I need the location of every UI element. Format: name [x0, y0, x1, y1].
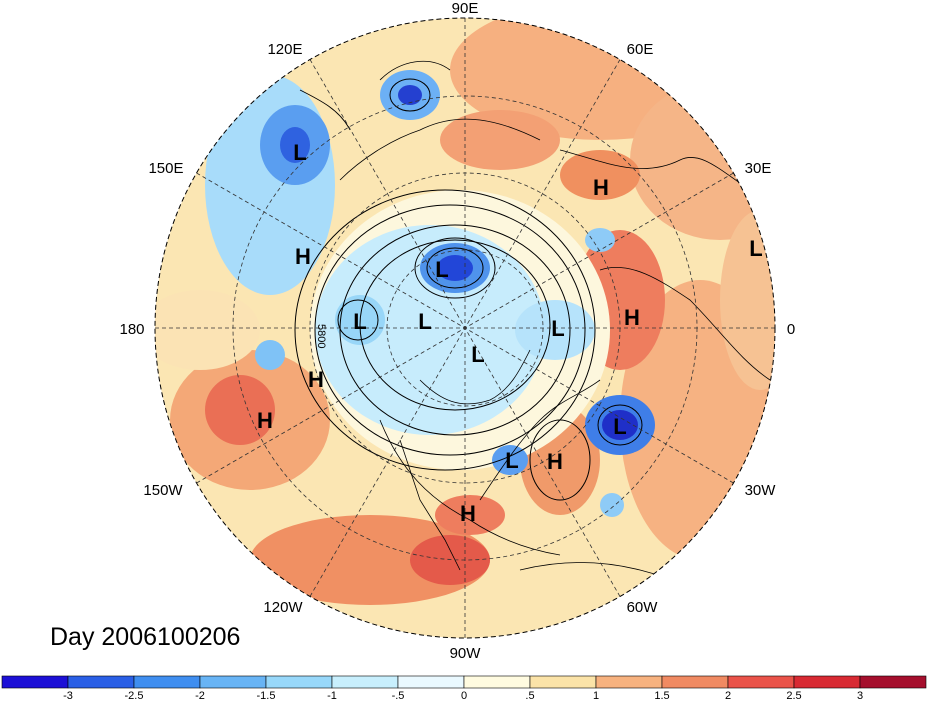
colorbar-tick-label: 3	[857, 690, 863, 702]
colorbar-swatch	[133, 675, 201, 689]
colorbar-tick-label: -1.5	[257, 690, 276, 702]
pressure-centers: L H L H L L L L L H H L H L H H H	[257, 140, 763, 526]
pressure-center-low: L	[471, 342, 484, 367]
colorbar-tick-label: -2	[195, 690, 205, 702]
lon-label-150e: 150E	[148, 160, 183, 177]
pressure-center-high: H	[593, 175, 609, 200]
longitude-labels: 90E 60E 30E 0 30W 60W 90W 120W 150W 180 …	[119, 0, 795, 662]
colorbar-swatch	[661, 675, 729, 689]
contour-label: 5800	[315, 324, 327, 348]
graticule	[155, 18, 775, 638]
colorbar-tick-label: -.5	[392, 690, 405, 702]
colorbar-swatch	[265, 675, 333, 689]
colorbar-tick-label: -1	[327, 690, 337, 702]
lon-label-180: 180	[119, 321, 144, 338]
anomaly-shading	[155, 18, 775, 605]
colorbar-swatch	[463, 675, 531, 689]
lon-label-30e: 30E	[745, 160, 772, 177]
map-title: Day 2006100206	[50, 623, 240, 651]
pressure-center-low: L	[435, 257, 448, 282]
pressure-center-high: H	[624, 305, 640, 330]
colorbar-tick-label: -3	[63, 690, 73, 702]
pressure-center-low: L	[749, 236, 762, 261]
pressure-center-high: H	[460, 501, 476, 526]
colorbar-swatch	[595, 675, 663, 689]
height-contours	[294, 78, 643, 501]
lon-label-90w: 90W	[450, 645, 482, 662]
colorbar-tick-label: -2.5	[125, 690, 144, 702]
lon-label-150w: 150W	[143, 482, 183, 499]
pressure-center-low: L	[551, 316, 564, 341]
pressure-center-high: H	[308, 367, 324, 392]
lon-label-120e: 120E	[267, 41, 302, 58]
lon-label-90e: 90E	[452, 0, 479, 17]
lon-label-120w: 120W	[263, 599, 303, 616]
lon-label-0: 0	[787, 321, 795, 338]
colorbar-swatch	[727, 675, 795, 689]
colorbar-tick-label: 2	[725, 690, 731, 702]
colorbar-tick-label: 2.5	[786, 690, 801, 702]
pressure-center-low: L	[418, 309, 431, 334]
colorbar-tick-label: 1.5	[654, 690, 669, 702]
colorbar-swatch	[67, 675, 135, 689]
pressure-center-high: H	[547, 449, 563, 474]
colorbar-tick-label: 0	[461, 690, 467, 702]
colorbar-swatch	[793, 675, 861, 689]
lon-label-30w: 30W	[745, 482, 777, 499]
colorbar-swatch	[331, 675, 399, 689]
map-disc	[154, 17, 776, 639]
colorbar-swatch	[199, 675, 267, 689]
colorbar: -3 -2.5 -2 -1.5 -1 -.5 0 .5 1 1.5 2 2.5 3	[1, 675, 927, 702]
pressure-center-low: L	[353, 309, 366, 334]
colorbar-swatch	[529, 675, 597, 689]
colorbar-tick-label: 1	[593, 690, 599, 702]
pressure-center-low: L	[613, 414, 626, 439]
colorbar-swatch	[1, 675, 69, 689]
map-boundary	[154, 17, 776, 639]
colorbar-swatch	[859, 675, 927, 689]
coastlines	[299, 60, 771, 621]
lon-label-60e: 60E	[627, 41, 654, 58]
colorbar-tick-label: .5	[525, 690, 534, 702]
lon-label-60w: 60W	[627, 599, 659, 616]
colorbar-swatch	[397, 675, 465, 689]
pressure-center-low: L	[293, 140, 306, 165]
pressure-center-high: H	[295, 244, 311, 269]
pressure-center-low: L	[505, 448, 518, 473]
pressure-center-high: H	[257, 408, 273, 433]
